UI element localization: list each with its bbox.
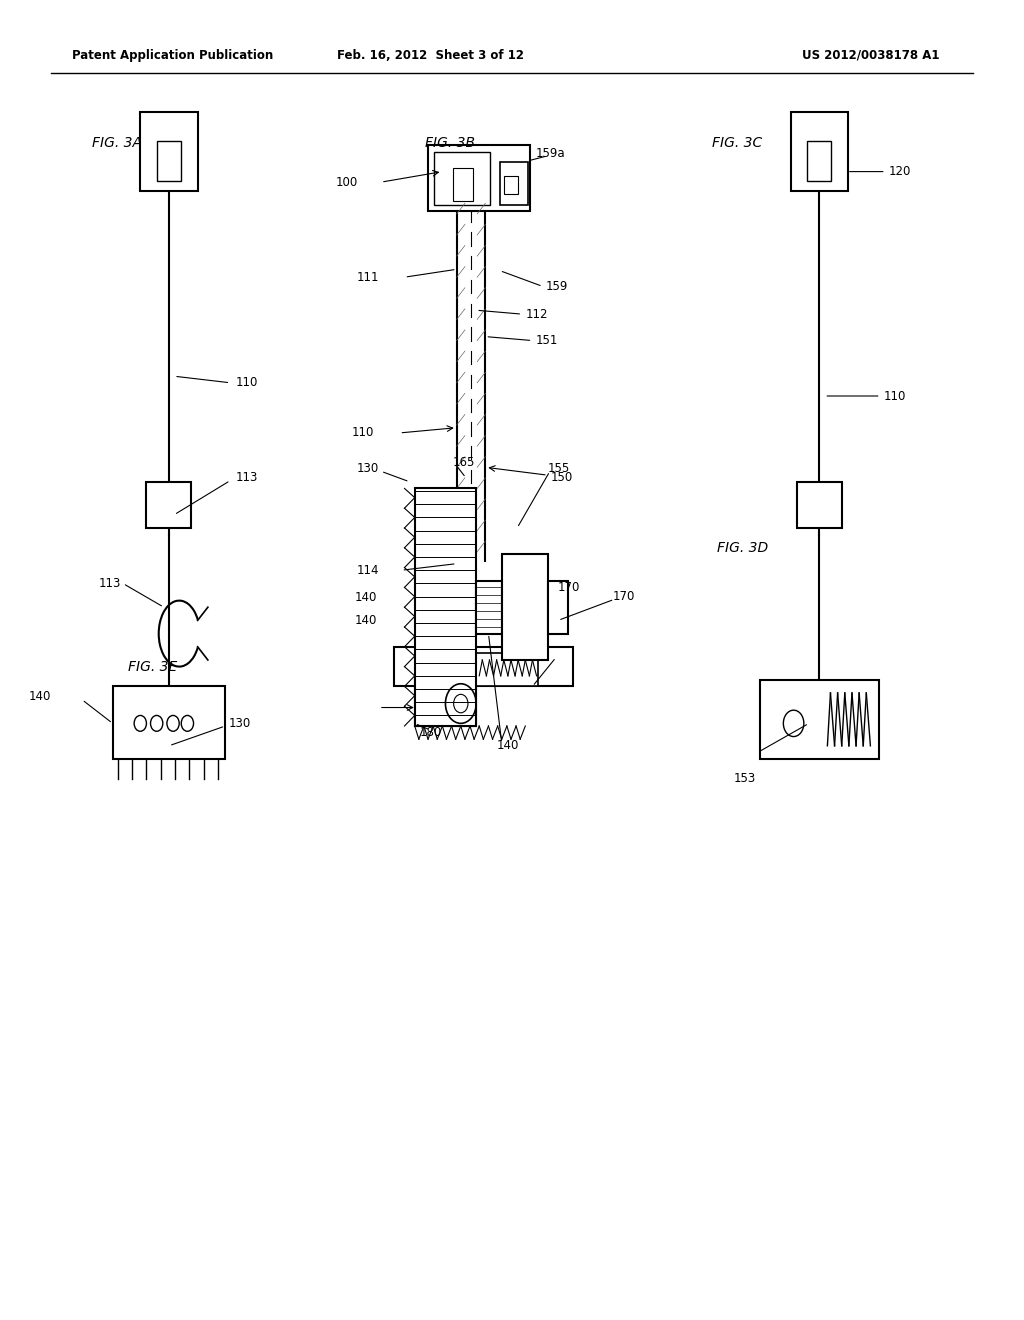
- Text: 140: 140: [354, 614, 377, 627]
- Bar: [548, 581, 568, 634]
- Bar: [113, 686, 225, 759]
- Text: 151: 151: [536, 334, 558, 347]
- Bar: [157, 141, 181, 181]
- Bar: [434, 152, 490, 205]
- Bar: [476, 581, 502, 634]
- Text: 180: 180: [420, 726, 442, 739]
- Text: FIG. 3B: FIG. 3B: [425, 136, 475, 149]
- Text: 140: 140: [354, 591, 377, 605]
- Text: 140: 140: [29, 690, 51, 704]
- Bar: [453, 168, 473, 201]
- Text: 140: 140: [497, 739, 519, 752]
- Text: 113: 113: [98, 577, 121, 590]
- Bar: [476, 653, 538, 686]
- Bar: [415, 680, 476, 726]
- Text: US 2012/0038178 A1: US 2012/0038178 A1: [802, 49, 939, 62]
- Bar: [500, 162, 528, 205]
- Text: 114: 114: [356, 564, 379, 577]
- Bar: [140, 112, 198, 191]
- Text: 113: 113: [236, 471, 258, 484]
- Text: 130: 130: [356, 462, 379, 475]
- Text: 100: 100: [336, 176, 358, 189]
- Text: 120: 120: [889, 165, 911, 178]
- Text: 112: 112: [525, 308, 548, 321]
- Text: 170: 170: [558, 581, 581, 594]
- Bar: [394, 647, 573, 686]
- Bar: [415, 488, 476, 726]
- Text: 110: 110: [236, 376, 258, 389]
- Bar: [791, 112, 848, 191]
- Text: 110: 110: [351, 426, 374, 440]
- Text: Feb. 16, 2012  Sheet 3 of 12: Feb. 16, 2012 Sheet 3 of 12: [337, 49, 523, 62]
- Bar: [807, 141, 831, 181]
- Text: 155: 155: [548, 462, 570, 475]
- Text: FIG. 3D: FIG. 3D: [717, 541, 768, 554]
- Text: 159a: 159a: [536, 147, 565, 160]
- Text: FIG. 3E: FIG. 3E: [128, 660, 177, 673]
- Bar: [146, 482, 191, 528]
- Bar: [797, 482, 842, 528]
- Text: 110: 110: [884, 389, 906, 403]
- Bar: [504, 176, 518, 194]
- Text: Patent Application Publication: Patent Application Publication: [72, 49, 273, 62]
- Text: 130: 130: [228, 717, 251, 730]
- Text: 153: 153: [733, 772, 756, 785]
- Text: FIG. 3C: FIG. 3C: [712, 136, 762, 149]
- Bar: [502, 554, 548, 660]
- Text: 170: 170: [612, 590, 635, 603]
- Text: 150: 150: [551, 471, 573, 484]
- Text: 159: 159: [546, 280, 568, 293]
- Bar: [760, 680, 879, 759]
- Text: FIG. 3A: FIG. 3A: [92, 136, 142, 149]
- Text: 111: 111: [356, 271, 379, 284]
- Text: 165: 165: [453, 455, 475, 469]
- Bar: [428, 145, 530, 211]
